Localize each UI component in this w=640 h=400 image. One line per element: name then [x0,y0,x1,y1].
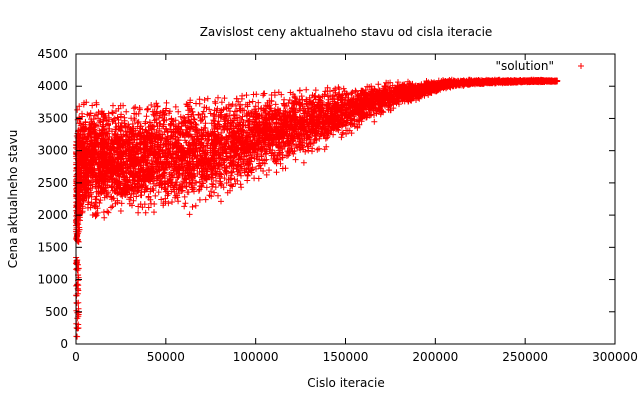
y-tick-label: 0 [60,337,68,351]
y-tick-label: 1000 [37,273,68,287]
legend-plus-icon [578,63,584,69]
x-tick-label: 250000 [502,350,548,364]
y-tick-label: 500 [45,305,68,319]
x-tick-label: 100000 [233,350,279,364]
legend: "solution" [495,59,584,73]
y-tick-label: 4500 [37,47,68,61]
y-tick-label: 4000 [37,79,68,93]
y-tick-label: 2000 [37,208,68,222]
y-tick-label: 2500 [37,176,68,190]
x-tick-label: 150000 [323,350,369,364]
x-tick-label: 50000 [147,350,185,364]
chart-title: Zavislost ceny aktualneho stavu od cisla… [200,25,493,39]
y-tick-label: 1500 [37,240,68,254]
y-tick-label: 3000 [37,144,68,158]
y-axis-label: Cena aktualneho stavu [6,130,20,269]
y-tick-label: 3500 [37,111,68,125]
x-axis-ticks: 0 50000 100000 150000 200000 250000 300000 [72,54,638,364]
series-solution-points [73,76,561,340]
x-tick-label: 0 [72,350,80,364]
y-axis-ticks: 0 500 1000 1500 2000 2500 3000 3500 4000 4500 [37,47,615,351]
x-tick-label: 200000 [412,350,458,364]
x-tick-label: 300000 [592,350,638,364]
legend-label-solution: "solution" [495,59,554,73]
data-points [73,76,561,340]
x-axis-label: Cislo iteracie [307,376,384,390]
legend-marker [578,63,584,69]
